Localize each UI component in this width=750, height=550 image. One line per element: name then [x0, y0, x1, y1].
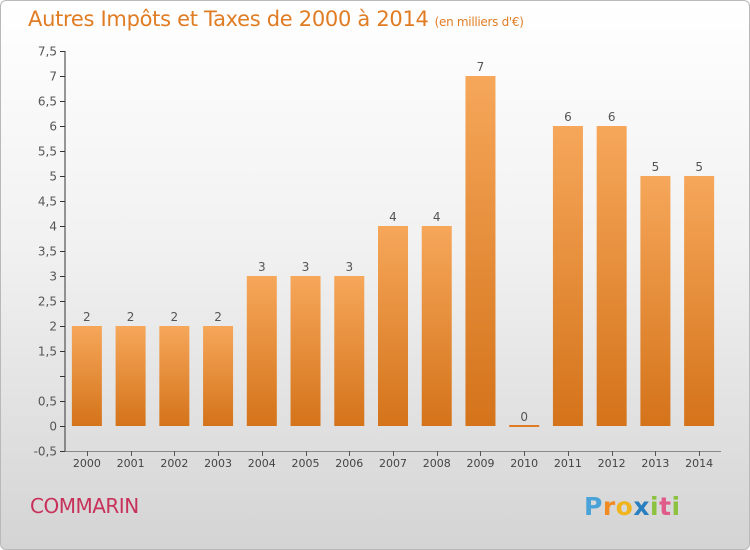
y-tick-label: 4,5 [38, 195, 57, 209]
x-tick-label: 2001 [117, 457, 145, 470]
value-label: 0 [520, 410, 528, 424]
x-tick-label: 2011 [554, 457, 582, 470]
value-label: 2 [127, 310, 135, 324]
logo-letter: r [602, 492, 616, 521]
x-tick-label: 2004 [248, 457, 276, 470]
y-tick-label: 0 [49, 420, 57, 434]
x-tick-label: 2007 [379, 457, 407, 470]
chart-title: Autres Impôts et Taxes de 2000 à 2014 (en… [28, 7, 524, 31]
bar [378, 226, 408, 426]
y-tick-label: 0,5 [38, 395, 57, 409]
bar [684, 176, 715, 426]
logo-letter: x [633, 492, 650, 521]
y-tick-label: 4 [49, 220, 57, 234]
value-label: 2 [171, 310, 179, 324]
value-label: 6 [608, 110, 616, 124]
logo-letter: P [584, 492, 603, 521]
bar [552, 126, 583, 426]
x-tick-label: 2005 [292, 457, 320, 470]
bar [596, 126, 627, 426]
y-tick-label: 2 [49, 320, 57, 334]
logo-letter: o [615, 492, 634, 521]
value-label: 6 [564, 110, 572, 124]
logo-letter: i [650, 492, 660, 521]
bar [334, 276, 365, 426]
chart-title-text: Autres Impôts et Taxes de 2000 à 2014 [28, 7, 429, 31]
bar [115, 326, 146, 426]
x-tick-label: 2014 [685, 457, 713, 470]
logo-letter: i [671, 492, 681, 521]
y-tick-label: 3 [49, 270, 57, 284]
x-tick-label: 2010 [510, 457, 538, 470]
y-tick-label: 2,5 [38, 295, 57, 309]
x-tick-label: 2006 [335, 457, 363, 470]
value-label: 3 [345, 260, 353, 274]
y-tick-label: 1,5 [38, 345, 57, 359]
bar [290, 276, 321, 426]
x-tick-label: 2003 [204, 457, 232, 470]
y-tick-label: 6,5 [38, 95, 57, 109]
value-label: 5 [695, 160, 703, 174]
y-tick-label: 7,5 [38, 45, 57, 59]
value-label: 4 [389, 210, 397, 224]
bar [159, 326, 190, 426]
y-tick-label: 5,5 [38, 145, 57, 159]
bar [640, 176, 671, 426]
bar [465, 76, 496, 426]
value-label: 3 [302, 260, 310, 274]
x-tick-label: 2009 [466, 457, 494, 470]
commune-name: COMMARIN [30, 494, 139, 518]
x-tick-label: 2002 [160, 457, 188, 470]
proxiti-logo: Proxiti [584, 492, 681, 521]
value-label: 2 [214, 310, 222, 324]
y-tick-label: 5 [49, 170, 57, 184]
bar [509, 425, 540, 427]
x-tick-label: 2008 [423, 457, 451, 470]
y-tick-label: 7 [49, 70, 57, 84]
logo-letter: t [659, 492, 672, 521]
x-tick-label: 2000 [73, 457, 101, 470]
bar [71, 326, 102, 426]
value-label: 5 [652, 160, 660, 174]
y-tick-label: 6 [49, 120, 57, 134]
value-label: 2 [83, 310, 91, 324]
chart-unit-note: (en milliers d'€) [434, 15, 524, 29]
bar [421, 226, 452, 426]
value-label: 3 [258, 260, 266, 274]
value-label: 4 [433, 210, 441, 224]
value-label: 7 [477, 60, 485, 74]
y-tick-label: -0,5 [34, 445, 57, 459]
bar [203, 326, 234, 426]
y-tick-label: 3,5 [38, 245, 57, 259]
x-tick-label: 2013 [641, 457, 669, 470]
bar [246, 276, 277, 426]
x-tick-label: 2012 [598, 457, 626, 470]
